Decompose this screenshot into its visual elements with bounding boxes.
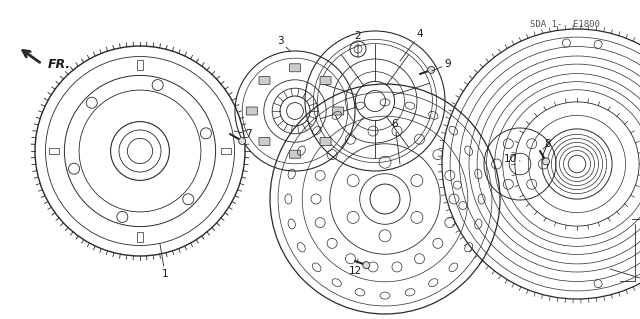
Circle shape — [453, 181, 461, 189]
Text: 5: 5 — [610, 269, 640, 289]
Bar — [221, 148, 231, 154]
FancyBboxPatch shape — [333, 107, 344, 115]
Text: 3: 3 — [276, 36, 290, 51]
FancyBboxPatch shape — [259, 77, 270, 85]
Text: 2: 2 — [355, 31, 362, 57]
Bar — [137, 232, 143, 242]
Text: 8: 8 — [543, 139, 551, 149]
FancyBboxPatch shape — [320, 137, 331, 145]
Circle shape — [543, 158, 550, 165]
Text: 9: 9 — [432, 59, 451, 71]
Circle shape — [363, 262, 370, 269]
Circle shape — [459, 202, 467, 210]
Circle shape — [563, 39, 570, 47]
Text: 4: 4 — [400, 29, 423, 61]
FancyBboxPatch shape — [289, 64, 301, 72]
FancyBboxPatch shape — [259, 137, 270, 145]
Text: 10: 10 — [504, 154, 520, 164]
Circle shape — [239, 137, 246, 145]
Circle shape — [594, 280, 602, 288]
Bar — [137, 60, 143, 70]
Text: 6: 6 — [392, 119, 400, 164]
Text: 5: 5 — [638, 279, 640, 289]
Text: 12: 12 — [348, 259, 362, 276]
Text: SDA 1-  E1800: SDA 1- E1800 — [530, 20, 600, 29]
FancyBboxPatch shape — [320, 77, 331, 85]
FancyBboxPatch shape — [246, 107, 257, 115]
FancyBboxPatch shape — [289, 150, 301, 158]
Circle shape — [428, 66, 435, 73]
Text: 7: 7 — [234, 129, 252, 139]
Bar — [49, 148, 59, 154]
Text: FR.: FR. — [48, 57, 71, 70]
Circle shape — [594, 40, 602, 48]
Text: 1: 1 — [160, 244, 168, 279]
